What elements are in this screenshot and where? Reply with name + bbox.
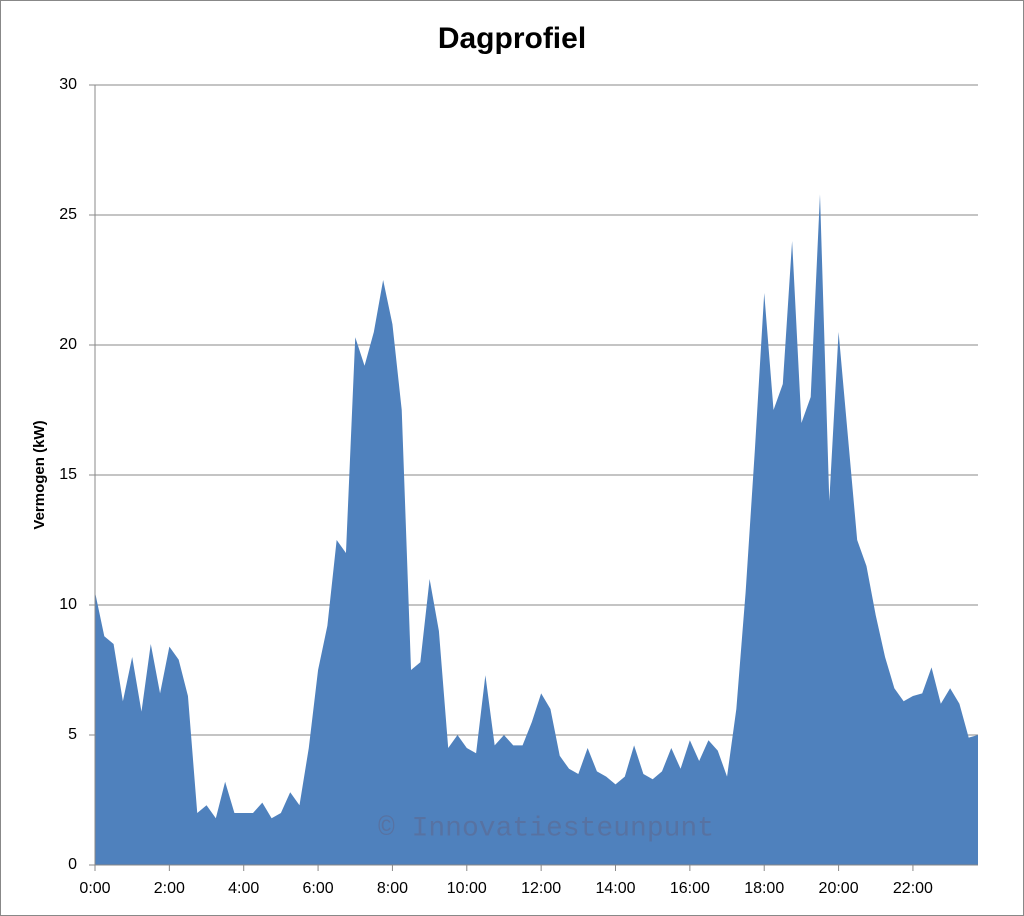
y-tick-label: 10 bbox=[59, 596, 77, 613]
x-tick-label: 22:00 bbox=[893, 880, 933, 897]
x-tick-label: 20:00 bbox=[819, 880, 859, 897]
x-tick-label: 10:00 bbox=[447, 880, 487, 897]
y-tick-label: 0 bbox=[68, 856, 77, 873]
watermark: © Innovatiesteunpunt bbox=[378, 813, 714, 844]
y-tick-label: 25 bbox=[59, 206, 77, 223]
x-tick-label: 0:00 bbox=[79, 880, 110, 897]
x-tick-label: 18:00 bbox=[744, 880, 784, 897]
y-tick-label: 30 bbox=[59, 76, 77, 93]
x-tick-label: 2:00 bbox=[154, 880, 185, 897]
chart-title: Dagprofiel bbox=[438, 22, 586, 55]
x-tick-label: 8:00 bbox=[377, 880, 408, 897]
x-tick-label: 6:00 bbox=[303, 880, 334, 897]
area bbox=[95, 194, 978, 865]
x-tick-label: 16:00 bbox=[670, 880, 710, 897]
y-tick-label: 15 bbox=[59, 466, 77, 483]
y-tick-label: 5 bbox=[68, 726, 77, 743]
x-tick-label: 4:00 bbox=[228, 880, 259, 897]
x-tick-label: 14:00 bbox=[595, 880, 635, 897]
y-tick-label: 20 bbox=[59, 336, 77, 353]
x-tick-label: 12:00 bbox=[521, 880, 561, 897]
y-axis-label: Vermogen (kW) bbox=[31, 420, 48, 529]
